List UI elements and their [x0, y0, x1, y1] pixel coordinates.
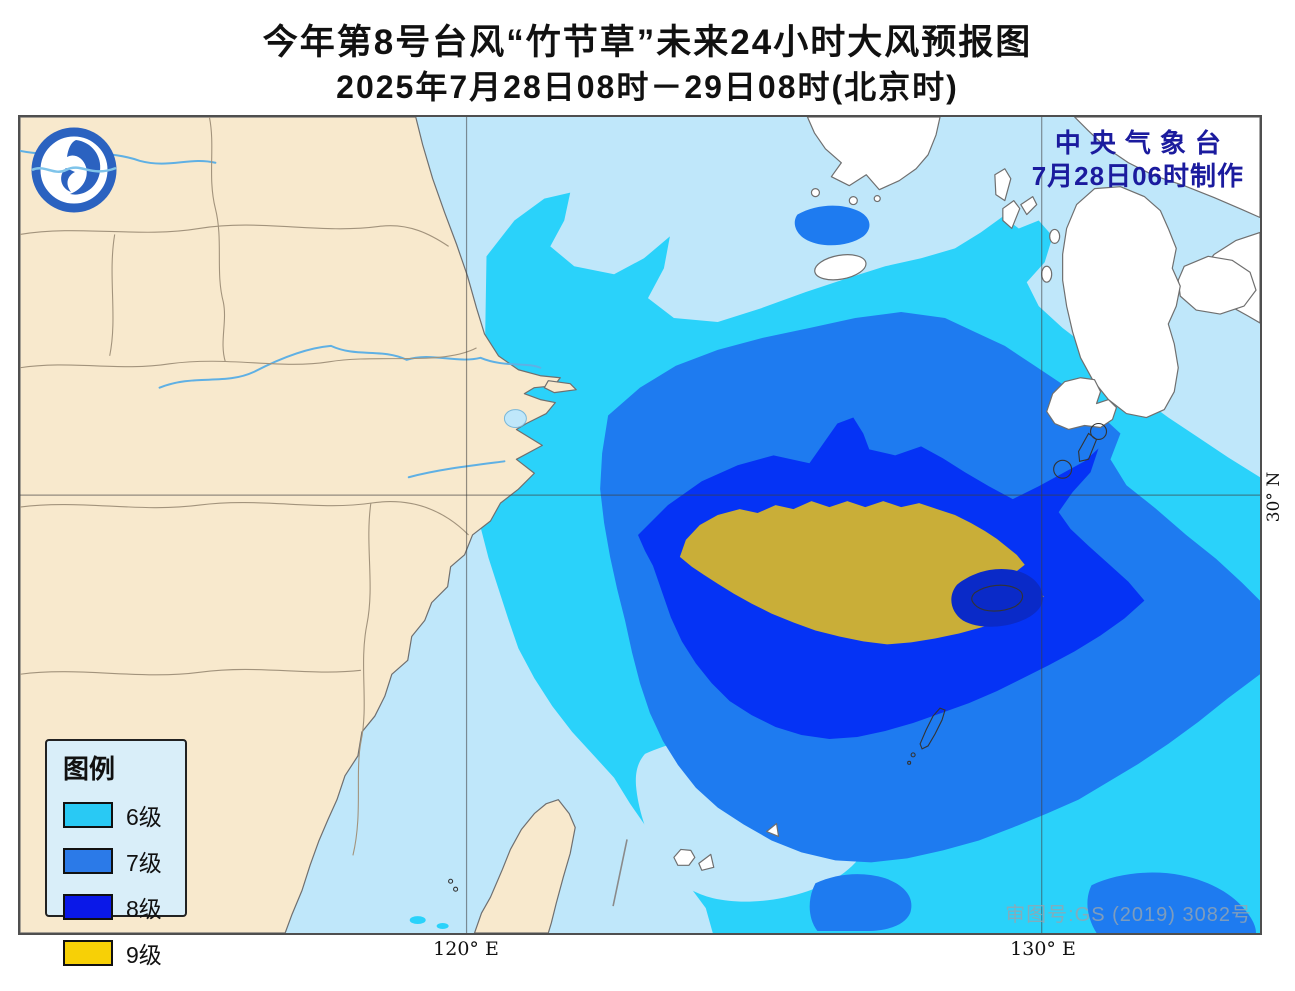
legend-item: 6级	[63, 798, 185, 832]
map-approval-watermark: 审图号:GS (2019) 3082号	[1005, 904, 1252, 926]
cyan-patch	[436, 923, 449, 930]
lon-label-130e: 130° E	[1010, 938, 1076, 960]
river-yangtze	[158, 344, 542, 389]
province-boundary	[20, 347, 477, 369]
land-china	[20, 117, 561, 933]
legend-label: 6级	[126, 804, 162, 830]
korea-islet	[873, 195, 881, 203]
legend-title: 图例	[63, 754, 116, 784]
province-boundary	[20, 501, 469, 536]
legend-swatch-force8	[63, 894, 113, 920]
legend-label: 7级	[126, 850, 162, 876]
island-chongming	[543, 380, 577, 394]
island-amami	[971, 584, 1024, 612]
agency-name: 中央气象台	[1054, 128, 1230, 158]
province-boundary	[109, 234, 116, 356]
page-subtitle: 2025年7月28日08时－29日08时(北京时)	[336, 69, 959, 105]
island-tsushima-south	[1002, 199, 1021, 230]
kyushu-islet	[1041, 265, 1053, 283]
legend-item: 8级	[63, 890, 185, 924]
province-boundary	[352, 503, 372, 856]
korea-islet	[848, 196, 858, 206]
legend-swatch-force6	[63, 802, 113, 828]
logo-swirl-tail	[61, 168, 75, 192]
islet-dot	[453, 886, 459, 892]
islet-dot	[907, 760, 912, 765]
province-boundary	[20, 668, 361, 676]
islet-white-3	[765, 822, 780, 838]
cyan-patch	[409, 916, 426, 925]
wind-patch-inside-gold	[951, 569, 1043, 627]
island-ring	[1089, 422, 1108, 440]
wind-area-force7-top-patch	[794, 205, 870, 246]
logo-swirl	[67, 140, 101, 195]
legend: 图例 6级 7级 8级 9级	[45, 739, 187, 968]
wind-area-force9	[679, 501, 1044, 645]
legend-item: 9级	[63, 936, 185, 970]
legend-label: 9级	[126, 942, 162, 968]
legend-item: 7级	[63, 844, 185, 878]
river-qiantang	[407, 460, 506, 479]
island-jeju	[814, 254, 867, 281]
islet-white-1	[673, 848, 696, 866]
maritime-boundary-segment	[612, 839, 628, 907]
island-tanegashima	[1078, 432, 1098, 462]
lat-label-30n: 30° N	[1264, 471, 1284, 523]
agency-block: 中央气象台 7月28日06时制作	[1032, 127, 1244, 192]
cma-logo-icon	[31, 127, 117, 213]
province-boundary	[208, 117, 226, 362]
kyushu-islet	[1049, 228, 1061, 244]
page-title: 今年第8号台风“竹节草”未来24小时大风预报图	[262, 23, 1033, 62]
island-okinawa-outline	[919, 707, 946, 750]
map-graphic	[20, 117, 1260, 933]
islet-dot	[910, 752, 916, 758]
island-kyushu	[1062, 186, 1181, 419]
wind-area-force7-bottom-patch	[809, 874, 912, 932]
lake-taihu	[503, 409, 527, 428]
map-canvas: 中央气象台 7月28日06时制作 图例 6级 7级 8级	[18, 115, 1262, 968]
legend-label: 8级	[126, 896, 162, 922]
logo-wave	[31, 166, 117, 173]
islet-dot	[448, 878, 454, 884]
legend-swatch-force9	[63, 940, 113, 966]
korea-islet	[810, 188, 821, 198]
island-goto	[1020, 196, 1038, 216]
agency-issue-time: 7月28日06时制作	[1031, 160, 1244, 191]
wind-area-force9-dot	[838, 627, 849, 634]
island-tsushima-north	[994, 168, 1012, 202]
lon-label-120e: 120° E	[433, 938, 499, 960]
island-taiwan	[473, 799, 576, 933]
province-boundary	[20, 224, 449, 247]
land-honshu	[1074, 117, 1260, 219]
island-koshiki	[1046, 377, 1118, 431]
wind-area-force7-bottom-right-patch	[1087, 872, 1257, 933]
land-korea	[806, 117, 941, 191]
island-yakushima	[1053, 459, 1073, 479]
legend-swatch-force7	[63, 848, 113, 874]
islet-white-2	[698, 853, 715, 871]
